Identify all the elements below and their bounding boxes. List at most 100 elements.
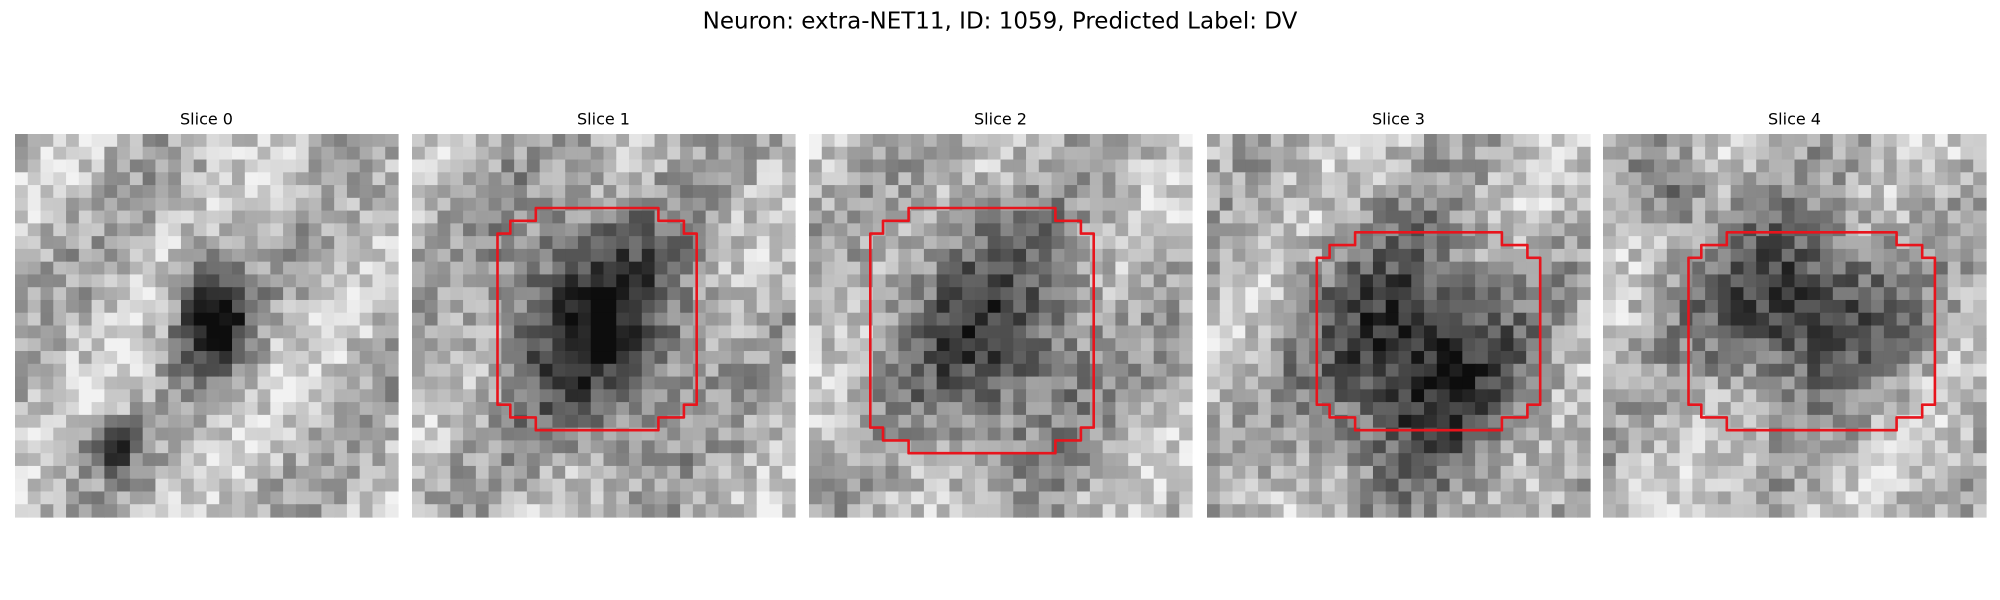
pixel (1909, 389, 1923, 403)
pixel (244, 478, 259, 493)
pixel (1756, 185, 1770, 199)
pixel (1577, 402, 1591, 416)
pixel (1603, 299, 1617, 314)
pixel (1641, 210, 1655, 224)
pixel (1232, 299, 1246, 314)
pixel (539, 453, 554, 467)
pixel (1756, 299, 1770, 314)
pixel (1500, 197, 1514, 212)
pixel (1717, 478, 1732, 493)
pixel (1871, 402, 1885, 416)
pixel (1334, 159, 1349, 173)
pixel (424, 172, 439, 186)
pixel (1768, 389, 1783, 403)
pixel (667, 504, 681, 518)
pixel (1270, 210, 1285, 224)
pixel (949, 402, 963, 416)
pixel (155, 223, 169, 237)
pixel (847, 363, 861, 378)
pixel (1820, 210, 1834, 224)
pixel (372, 248, 386, 263)
pixel (488, 299, 502, 314)
pixel (680, 172, 694, 186)
pixel (552, 402, 566, 416)
pixel (667, 440, 681, 454)
pixel (1153, 465, 1168, 480)
pixel (1743, 453, 1757, 467)
pixel (219, 299, 233, 314)
pixel (1603, 287, 1617, 301)
pixel (1038, 338, 1053, 352)
pixel (1922, 351, 1936, 365)
pixel (334, 414, 348, 429)
pixel (155, 261, 169, 276)
pixel (1179, 146, 1193, 161)
pixel (1270, 376, 1285, 390)
pixel (193, 185, 208, 199)
pixel (705, 453, 719, 467)
pixel (872, 159, 887, 173)
pixel (1487, 287, 1502, 301)
pixel (1794, 453, 1808, 467)
pixel (949, 453, 963, 467)
pixel (590, 351, 605, 365)
pixel (1666, 287, 1681, 301)
pixel (705, 351, 719, 365)
pixel (987, 402, 1002, 416)
pixel (1051, 248, 1065, 263)
pixel (308, 363, 322, 378)
pixel (565, 312, 579, 327)
pixel (206, 427, 220, 441)
pixel (847, 146, 861, 161)
pixel (577, 312, 592, 327)
pixel (1628, 274, 1642, 288)
pixel (1064, 223, 1078, 237)
pixel (923, 274, 938, 288)
pixel (616, 376, 630, 390)
pixel (1960, 440, 1974, 454)
pixel (1449, 312, 1463, 327)
pixel (385, 414, 399, 429)
pixel (974, 504, 989, 518)
pixel (923, 134, 938, 148)
pixel (372, 414, 386, 429)
pixel (821, 248, 836, 263)
pixel (155, 351, 169, 365)
pixel (346, 363, 361, 378)
pixel (1102, 402, 1116, 416)
pixel (1551, 363, 1566, 378)
pixel (1500, 146, 1514, 161)
pixel (40, 236, 54, 250)
pixel (565, 478, 579, 493)
pixel (308, 465, 322, 480)
pixel (257, 159, 271, 173)
pixel (1051, 287, 1065, 301)
pixel (1000, 440, 1014, 454)
pixel (1641, 402, 1655, 416)
pixel (412, 134, 426, 148)
pixel (1922, 363, 1936, 378)
pixel (616, 351, 630, 365)
pixel (168, 146, 182, 161)
pixel (731, 185, 745, 199)
pixel (1334, 274, 1349, 288)
pixel (911, 504, 925, 518)
pixel (1089, 363, 1104, 378)
pixel (1232, 338, 1246, 352)
pixel (66, 389, 80, 403)
pixel (437, 236, 451, 250)
pixel (1219, 376, 1234, 390)
pixel (1526, 223, 1540, 237)
pixel (1424, 172, 1438, 186)
pixel (692, 159, 707, 173)
pixel (1385, 159, 1400, 173)
pixel (1077, 261, 1091, 276)
pixel (1730, 134, 1745, 148)
pixel (1258, 223, 1272, 237)
pixel (539, 504, 554, 518)
pixel (359, 197, 374, 212)
pixel (1845, 453, 1859, 467)
pixel (1321, 338, 1336, 352)
mask-contour (1687, 231, 1937, 432)
pixel (1385, 453, 1400, 467)
